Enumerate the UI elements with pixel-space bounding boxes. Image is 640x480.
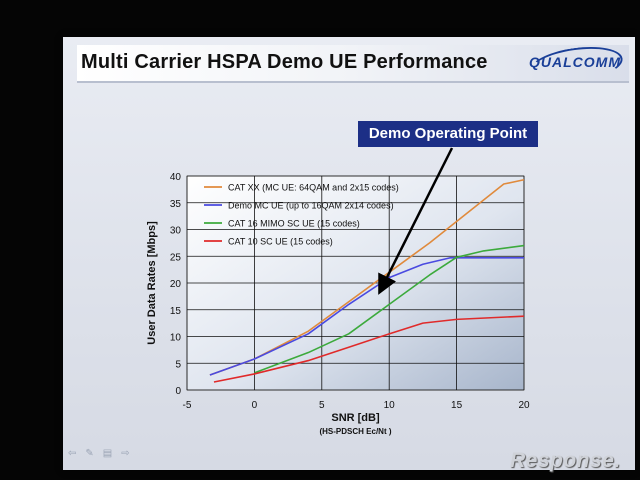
response-watermark: Response. [510, 449, 621, 472]
y-tick-label: 0 [175, 386, 181, 397]
y-tick-label: 30 [170, 226, 182, 237]
series-line-4 [213, 315, 525, 383]
slide: Multi Carrier HSPA Demo UE Performance Q… [63, 37, 635, 470]
slide-nav[interactable]: ⇦✎▤⇨ [68, 448, 139, 459]
pen-icon[interactable]: ✎ [85, 448, 103, 459]
annotation-arrow [378, 147, 454, 295]
x-tick-labels: -5 0 5 10 15 20 [183, 400, 530, 411]
y-axis-label: User Data Rates [Mbps] [146, 221, 158, 345]
y-tick-labels: 0 5 10 15 20 25 30 35 40 [170, 172, 182, 397]
x-axis-sublabel: (HS-PDSCH Ec/Nt ) [319, 427, 391, 436]
x-tick-label: 15 [451, 400, 463, 411]
x-tick-label: 0 [252, 400, 258, 411]
y-tick-label: 5 [175, 359, 181, 370]
y-tick-label: 25 [170, 252, 182, 263]
qualcomm-logo: QUALCOMM [529, 54, 621, 70]
legend-entry: Demo MC UE (up to 16QAM 2x14 codes) [228, 201, 394, 211]
legend: CAT XX (MC UE: 64QAM and 2x15 codes) Demo… [204, 183, 399, 247]
series-line-3 [254, 244, 525, 374]
legend-entry: CAT 16 MIMO SC UE (15 codes) [228, 219, 360, 229]
x-tick-label: 20 [518, 400, 530, 411]
y-tick-label: 10 [170, 333, 182, 344]
y-tick-label: 40 [170, 172, 182, 183]
legend-entry: CAT 10 SC UE (15 codes) [228, 237, 333, 247]
x-tick-label: -5 [183, 400, 192, 411]
demo-operating-point-callout: Demo Operating Point [358, 121, 538, 147]
y-tick-label: 15 [170, 306, 182, 317]
back-arrow-icon[interactable]: ⇦ [68, 448, 86, 459]
forward-arrow-icon[interactable]: ⇨ [121, 448, 139, 459]
y-tick-label: 20 [170, 279, 182, 290]
slide-title: Multi Carrier HSPA Demo UE Performance [81, 51, 488, 73]
x-tick-label: 10 [384, 400, 396, 411]
title-bar: Multi Carrier HSPA Demo UE Performance Q… [77, 41, 629, 89]
menu-icon[interactable]: ▤ [102, 448, 122, 459]
y-tick-label: 35 [170, 199, 182, 210]
legend-entry: CAT XX (MC UE: 64QAM and 2x15 codes) [228, 183, 399, 193]
x-tick-label: 5 [319, 400, 325, 411]
x-axis-label: SNR [dB] [331, 412, 380, 424]
